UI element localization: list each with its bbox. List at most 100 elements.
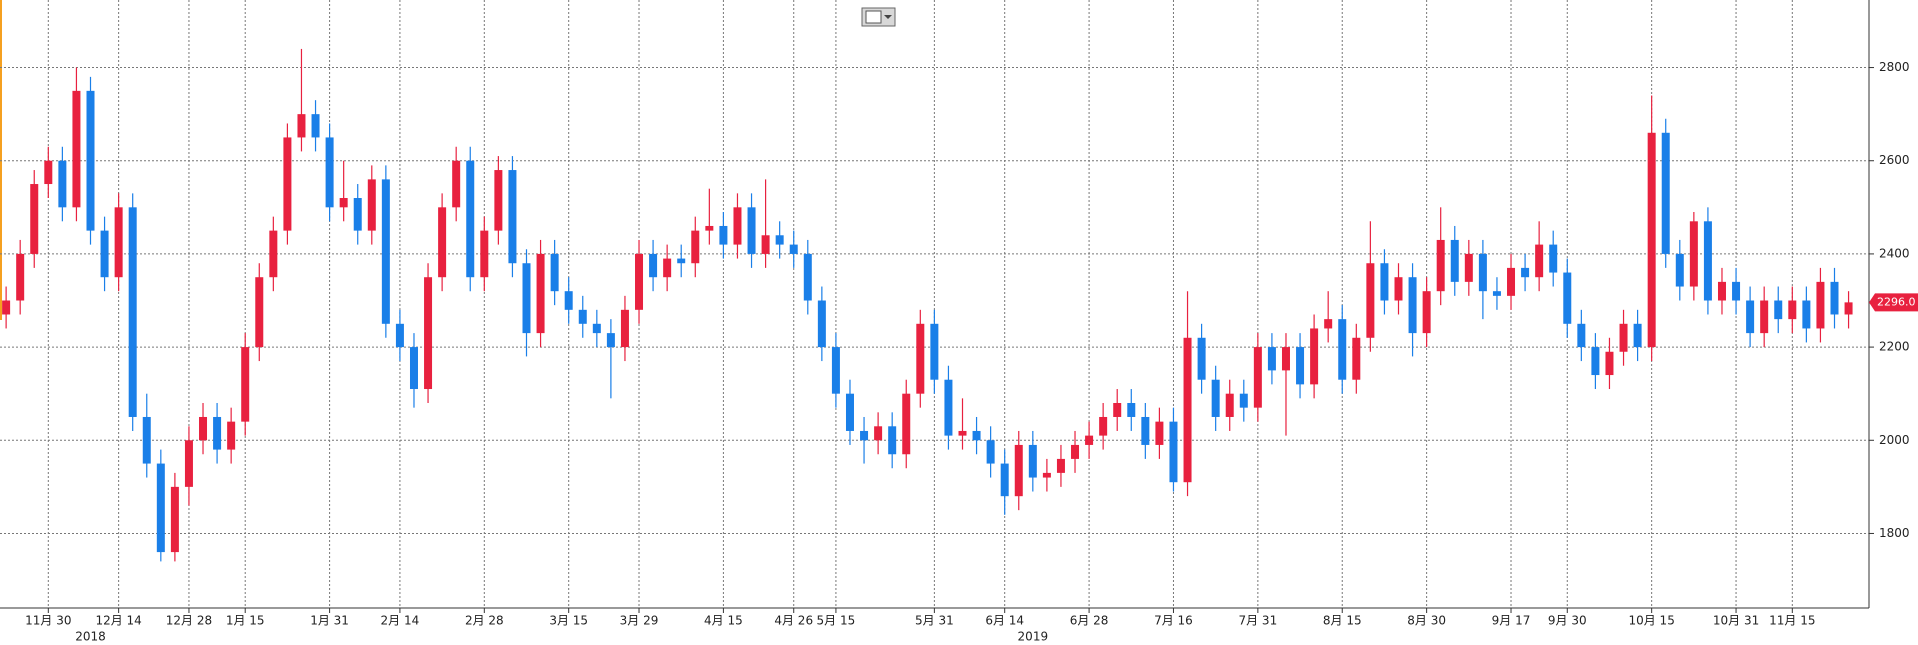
candle-body bbox=[1422, 291, 1431, 334]
candle-body bbox=[1169, 421, 1178, 483]
candle-body bbox=[944, 379, 953, 436]
candle-body bbox=[972, 430, 981, 441]
candle-body bbox=[1577, 323, 1586, 348]
candle-body bbox=[1380, 263, 1389, 301]
candle-body bbox=[241, 347, 250, 422]
candle-body bbox=[1324, 319, 1333, 329]
candle-body bbox=[170, 486, 179, 553]
candle-body bbox=[1408, 277, 1417, 334]
candle-body bbox=[1619, 323, 1628, 352]
candle-body bbox=[1844, 302, 1853, 315]
candle-body bbox=[58, 160, 67, 208]
candle-body bbox=[438, 207, 447, 278]
y-tick-label: 2600 bbox=[1879, 153, 1910, 167]
candle-body bbox=[1605, 351, 1614, 376]
candle-body bbox=[1549, 244, 1558, 273]
candle-body bbox=[1211, 379, 1220, 417]
x-tick-label: 8月 15 bbox=[1323, 614, 1362, 628]
candle-body bbox=[564, 291, 573, 310]
candle-body bbox=[142, 416, 151, 464]
candle-body bbox=[1366, 263, 1375, 338]
candle-body bbox=[874, 426, 883, 441]
candle-body bbox=[1028, 444, 1037, 478]
x-tick-label: 5月 15 bbox=[817, 614, 856, 628]
candle-body bbox=[325, 137, 334, 208]
candle-body bbox=[1338, 319, 1347, 380]
candle-body bbox=[1239, 393, 1248, 408]
candle-body bbox=[860, 430, 869, 441]
candle-body bbox=[199, 416, 208, 441]
candle-body bbox=[522, 263, 531, 334]
candle-body bbox=[986, 440, 995, 464]
candle-body bbox=[1661, 132, 1670, 254]
x-tick-label: 2月 28 bbox=[465, 614, 504, 628]
candle-body bbox=[1099, 416, 1108, 436]
candle-body bbox=[227, 421, 236, 450]
x-tick-label: 4月 15 bbox=[704, 614, 743, 628]
x-tick-label: 10月 15 bbox=[1628, 614, 1674, 628]
x-tick-label: 2月 14 bbox=[381, 614, 420, 628]
candle-body bbox=[1310, 328, 1319, 385]
candle-body bbox=[1042, 472, 1051, 478]
candle-body bbox=[508, 170, 517, 264]
candle-body bbox=[578, 309, 587, 324]
x-tick-label: 1月 31 bbox=[310, 614, 349, 628]
candle-body bbox=[156, 463, 165, 553]
candle-body bbox=[1436, 239, 1445, 292]
toolbar-button[interactable] bbox=[861, 7, 896, 27]
candle-body bbox=[1830, 281, 1839, 315]
candle-body bbox=[888, 426, 897, 455]
candle-body bbox=[1197, 337, 1206, 380]
candle-body bbox=[1085, 435, 1094, 445]
candle-body bbox=[1689, 221, 1698, 287]
candle-body bbox=[1703, 221, 1712, 301]
candle-body bbox=[1113, 403, 1122, 417]
candle-body bbox=[1450, 239, 1459, 282]
x-tick-label: 5月 31 bbox=[915, 614, 954, 628]
candle-body bbox=[902, 393, 911, 455]
candle-body bbox=[550, 253, 559, 292]
candle-body bbox=[1478, 253, 1487, 292]
candle-body bbox=[100, 230, 109, 278]
candle-body bbox=[1760, 300, 1769, 334]
y-tick-label: 1800 bbox=[1879, 526, 1910, 540]
candle-body bbox=[1717, 281, 1726, 301]
candle-body bbox=[536, 253, 545, 334]
x-tick-label: 9月 30 bbox=[1548, 614, 1587, 628]
x-tick-label: 11月 30 bbox=[25, 614, 71, 628]
candle-body bbox=[1253, 347, 1262, 408]
x-tick-label: 8月 30 bbox=[1407, 614, 1446, 628]
candle-body bbox=[1633, 323, 1642, 348]
candle-body bbox=[409, 347, 418, 390]
candle-body bbox=[424, 277, 433, 390]
candle-body bbox=[395, 323, 404, 348]
candle-body bbox=[184, 440, 193, 487]
y-tick-label: 2200 bbox=[1879, 340, 1910, 354]
candle-body bbox=[1155, 421, 1164, 445]
candle-body bbox=[817, 300, 826, 348]
candle-body bbox=[1127, 403, 1136, 417]
candle-body bbox=[86, 90, 95, 231]
candle-body bbox=[635, 253, 644, 310]
candle-body bbox=[677, 258, 686, 264]
candle-body bbox=[789, 244, 798, 254]
candle-body bbox=[958, 430, 967, 436]
candle-body bbox=[1591, 347, 1600, 376]
candle-body bbox=[1675, 253, 1684, 287]
x-tick-label: 12月 14 bbox=[95, 614, 141, 628]
candle-body bbox=[1281, 347, 1290, 371]
y-tick-label: 2400 bbox=[1879, 246, 1910, 260]
candle-body bbox=[381, 179, 390, 324]
candle-body bbox=[1014, 444, 1023, 497]
candle-body bbox=[733, 207, 742, 245]
candle-body bbox=[1225, 393, 1234, 417]
candle-body bbox=[803, 253, 812, 301]
candle-body bbox=[1507, 267, 1516, 296]
candle-body bbox=[1774, 300, 1783, 320]
year-label: 2019 bbox=[1018, 630, 1049, 644]
last-price-tag bbox=[1869, 293, 1918, 312]
candle-body bbox=[494, 170, 503, 231]
x-tick-label: 1月 15 bbox=[226, 614, 265, 628]
candle-body bbox=[297, 114, 306, 138]
candle-body bbox=[649, 253, 658, 278]
